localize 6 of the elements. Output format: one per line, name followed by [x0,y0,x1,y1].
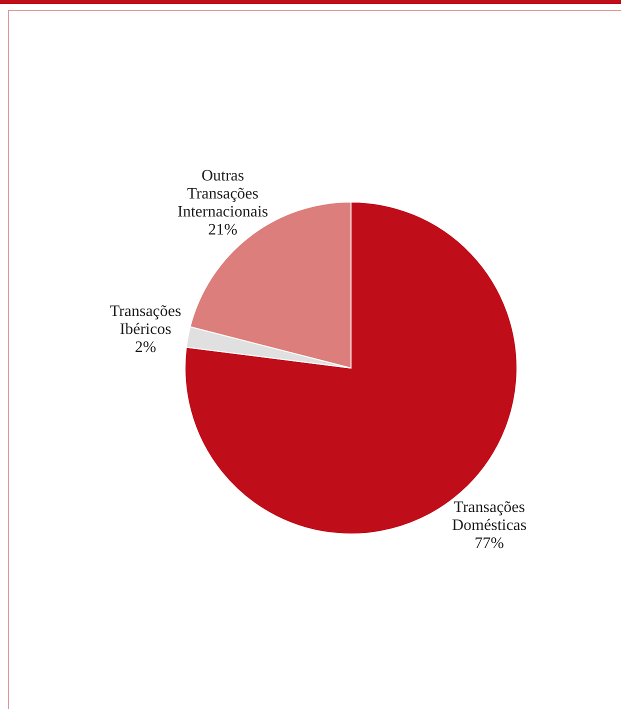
slice-label: Transações Ibéricos [110,302,182,338]
data-label: 77% [474,534,504,552]
slice-label: Transações Domésticas [452,498,527,534]
data-label: 21% [208,221,238,238]
data-label: 2% [134,338,156,356]
slice-label: Outras Transações Internacionais [177,167,268,220]
